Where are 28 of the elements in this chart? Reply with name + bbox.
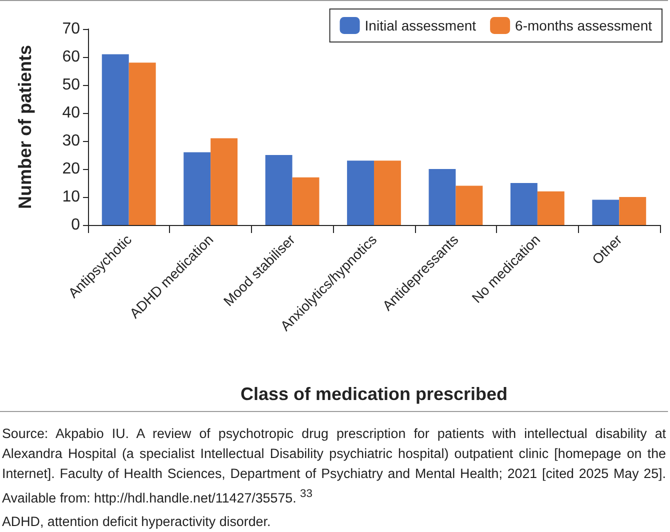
y-tick-label: 70 bbox=[62, 20, 80, 38]
y-tick-label: 30 bbox=[62, 132, 80, 150]
bar bbox=[265, 155, 292, 225]
y-tick-label: 40 bbox=[62, 104, 80, 122]
y-tick-label: 0 bbox=[71, 216, 80, 234]
bar bbox=[428, 169, 456, 225]
bar bbox=[374, 160, 401, 225]
bar bbox=[102, 54, 129, 225]
legend-label: 6-months assessment bbox=[515, 18, 652, 34]
y-tick-label: 10 bbox=[62, 188, 80, 206]
bar bbox=[210, 138, 238, 225]
y-axis-title: Number of patients bbox=[15, 44, 35, 210]
source-note: Source: Akpabio IU. A review of psychotropic drug prescription for patients with intellectual disability at Alexandra Hospital (a specialist Intellectual Disability psychiatric hospital) outpatient clinic [homepage on the Internet]. Faculty of Health Sciences, Department of Psychiatry and Mental Health; 2021 [cited 2025 May 25]. Available from: http://hdl.handle.net/11427/35575. $^{33}$ bbox=[2, 425, 666, 508]
bar bbox=[184, 152, 211, 225]
y-tick-label: 50 bbox=[62, 76, 80, 94]
y-tick-label: 20 bbox=[62, 160, 80, 178]
y-tick-label: 60 bbox=[62, 48, 80, 66]
legend-label: Initial assessment bbox=[364, 18, 476, 34]
bar bbox=[592, 200, 620, 225]
bar bbox=[292, 177, 320, 225]
bar bbox=[456, 186, 483, 225]
bar bbox=[347, 160, 374, 225]
x-axis-title: Class of medication prescribed bbox=[240, 384, 508, 404]
bar bbox=[510, 183, 538, 225]
text: ADHD, attention deficit hyperactivity disorder. bbox=[2, 513, 272, 532]
bar bbox=[619, 197, 646, 225]
bar bbox=[537, 191, 564, 225]
bar bbox=[128, 62, 156, 225]
